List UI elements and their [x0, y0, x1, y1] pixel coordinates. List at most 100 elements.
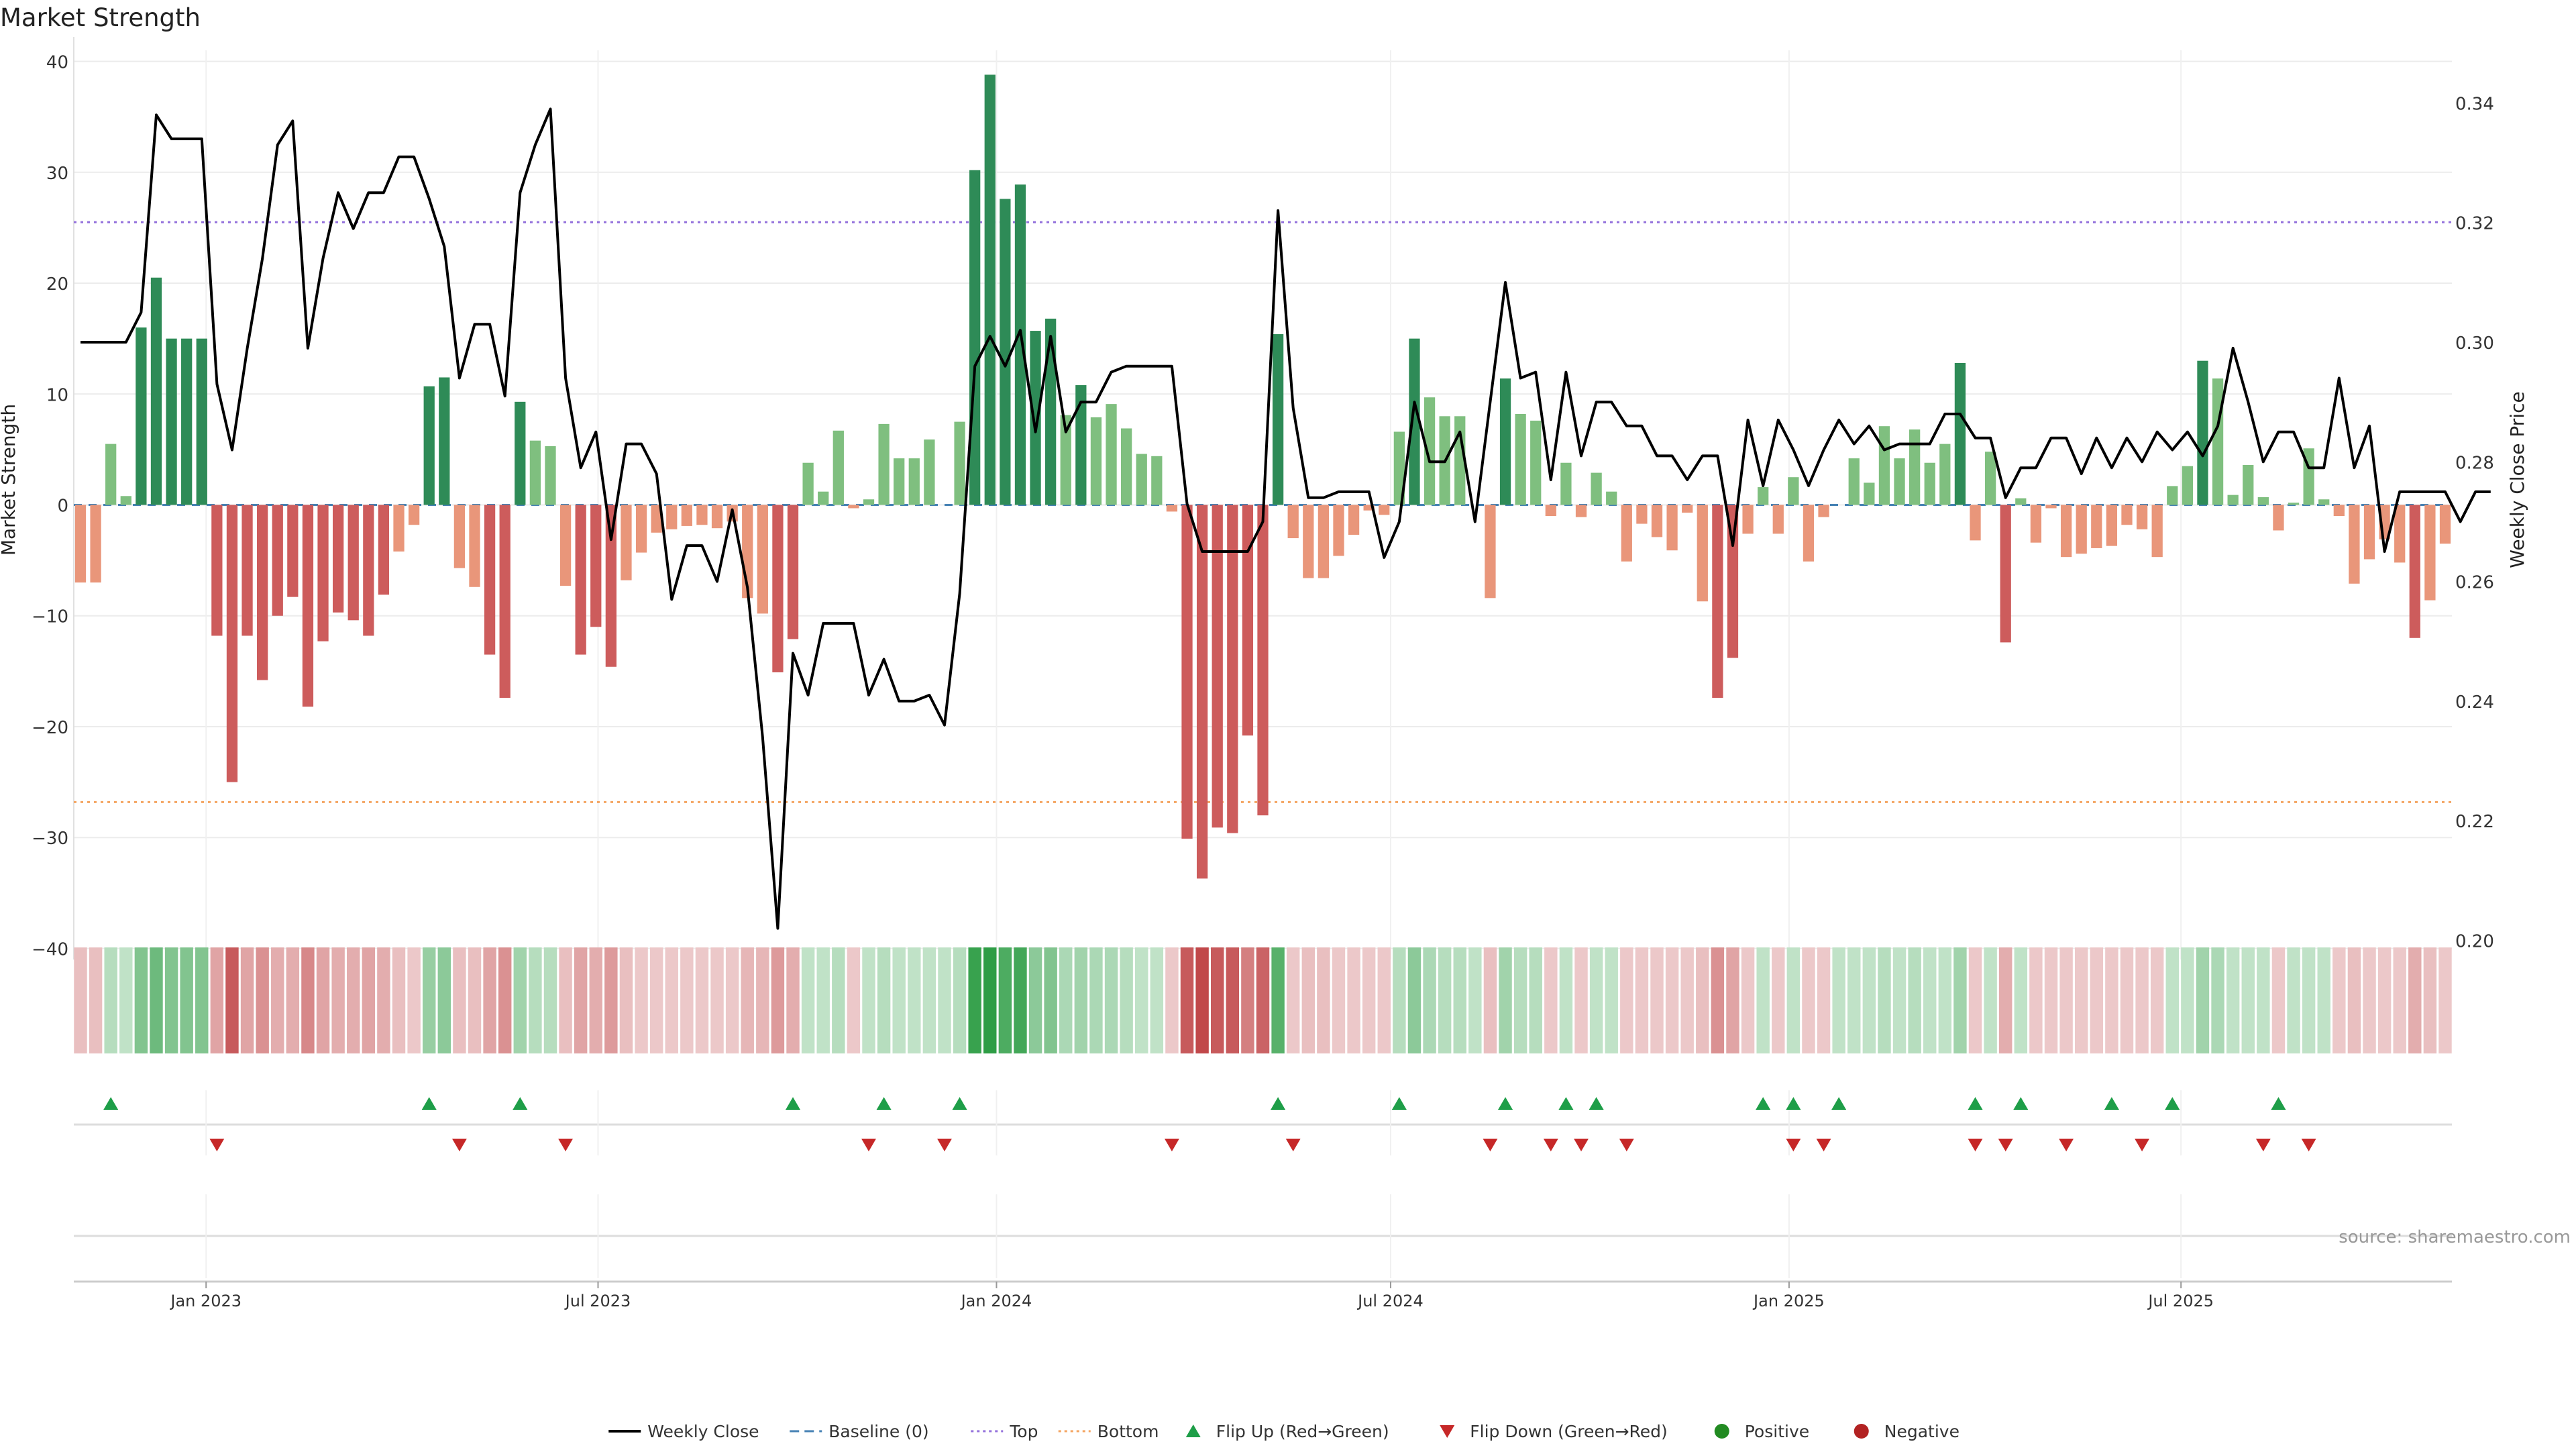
- legend-item: Weekly Close: [608, 1422, 759, 1441]
- strength-bar: [105, 444, 117, 505]
- heat-cell: [2029, 947, 2043, 1053]
- strength-bar: [1060, 415, 1071, 505]
- heat-cell: [968, 947, 981, 1053]
- heat-cell: [2014, 947, 2028, 1053]
- legend-label: Positive: [1745, 1422, 1809, 1441]
- heat-cell: [771, 947, 785, 1053]
- flip-down-marker: [1786, 1139, 1801, 1151]
- strength-bar: [1682, 505, 1693, 513]
- strength-bar: [1651, 505, 1663, 537]
- heat-cell: [1938, 947, 1952, 1053]
- strength-bar: [2212, 378, 2224, 505]
- y2-tick-label: 0.28: [2455, 453, 2494, 473]
- flip-down-marker: [936, 1139, 952, 1151]
- strength-bar: [651, 505, 662, 533]
- heat-cell: [2241, 947, 2255, 1053]
- y2-tick-label: 0.24: [2455, 692, 2494, 713]
- flip-down-marker: [2135, 1139, 2150, 1151]
- legend-item: Baseline (0): [790, 1422, 929, 1441]
- strength-bar: [787, 505, 799, 639]
- strength-bar: [1485, 505, 1496, 599]
- legend-swatch: [1714, 1424, 1729, 1439]
- heat-cell: [1241, 947, 1254, 1053]
- strength-bar: [257, 505, 268, 680]
- strength-bar: [1758, 487, 1769, 505]
- strength-bar: [1424, 397, 1436, 505]
- strength-bar: [363, 505, 374, 636]
- strength-bar: [984, 74, 996, 505]
- heat-cell: [1074, 947, 1088, 1053]
- y-tick-label: −20: [32, 718, 68, 738]
- heat-cell: [786, 947, 800, 1053]
- strength-bar: [2060, 505, 2072, 558]
- right-y-axis: 0.34 0.32 0.30 0.28 0.26 0.24 0.22 0.20: [2455, 94, 2494, 951]
- flip-down-marker: [1619, 1139, 1634, 1151]
- heat-cell: [2438, 947, 2452, 1053]
- heat-cell: [543, 947, 557, 1053]
- heat-cell: [1210, 947, 1224, 1053]
- strength-bar: [590, 505, 602, 627]
- flip-up-marker: [952, 1097, 967, 1110]
- heat-cell: [225, 947, 239, 1053]
- strength-bar: [408, 505, 420, 525]
- heat-cell: [1513, 947, 1527, 1053]
- strength-bar: [1606, 491, 1617, 505]
- heat-cell: [1696, 947, 1709, 1053]
- x-axis: Jan 2023 Jul 2023 Jan 2024 Jul 2024 Jan 2025…: [74, 1280, 2452, 1310]
- heat-cell: [1998, 947, 2012, 1053]
- flip-up-marker: [1831, 1097, 1847, 1110]
- heat-cell: [1984, 947, 1997, 1053]
- heat-cell: [1726, 947, 1739, 1053]
- strength-bar: [393, 505, 405, 552]
- strength-bar: [1818, 505, 1829, 517]
- strength-bar: [2197, 360, 2208, 505]
- strength-bar: [211, 505, 223, 636]
- strength-bar: [2243, 465, 2254, 505]
- strength-bar: [2136, 505, 2148, 529]
- flip-down-marker: [861, 1139, 876, 1151]
- heat-cell: [2393, 947, 2406, 1053]
- heat-cell: [619, 947, 633, 1053]
- strength-bar: [1727, 505, 1739, 658]
- strength-bar: [1499, 378, 1511, 505]
- strength-bar: [2106, 505, 2118, 546]
- heat-cell: [2090, 947, 2104, 1053]
- heat-cell: [407, 947, 421, 1053]
- heat-cell: [2332, 947, 2346, 1053]
- left-y-axis: 40 30 20 10 0 −10 −20 −30 −40: [32, 53, 68, 960]
- strength-bar: [181, 338, 193, 505]
- legend-label: Flip Down (Green→Red): [1470, 1422, 1668, 1441]
- flip-up-marker: [103, 1097, 119, 1110]
- strength-bar: [2257, 497, 2269, 505]
- strength-bar: [2000, 505, 2011, 643]
- heat-cell: [2423, 947, 2437, 1053]
- strength-bar: [1984, 452, 1996, 505]
- heat-cell: [1301, 947, 1316, 1053]
- heat-cell: [2181, 947, 2194, 1053]
- strength-bar: [2439, 505, 2451, 544]
- strength-bar: [1166, 505, 1178, 512]
- heat-cell: [862, 947, 875, 1053]
- flip-down-marker: [1816, 1139, 1831, 1151]
- heat-cell: [2120, 947, 2134, 1053]
- heat-cell: [1605, 947, 1618, 1053]
- heat-cell: [392, 947, 406, 1053]
- flip-up-marker: [1558, 1097, 1574, 1110]
- strength-bar: [545, 446, 556, 505]
- y-tick-label: 10: [46, 385, 68, 405]
- heat-cell: [2271, 947, 2286, 1053]
- heat-cell: [301, 947, 315, 1053]
- heat-cell: [1438, 947, 1452, 1053]
- flip-up-marker: [1498, 1097, 1513, 1110]
- weekly-close-line: [80, 107, 2491, 930]
- heat-cell: [574, 947, 588, 1053]
- strength-bar: [1014, 184, 1026, 505]
- strength-bar: [908, 458, 920, 505]
- y-tick-label: −30: [32, 829, 68, 849]
- strength-bar: [1864, 482, 1875, 505]
- strength-bar: [1515, 414, 1526, 505]
- flip-down-marker: [1483, 1139, 1498, 1151]
- strength-bar: [302, 505, 314, 707]
- strength-bar: [1742, 505, 1754, 534]
